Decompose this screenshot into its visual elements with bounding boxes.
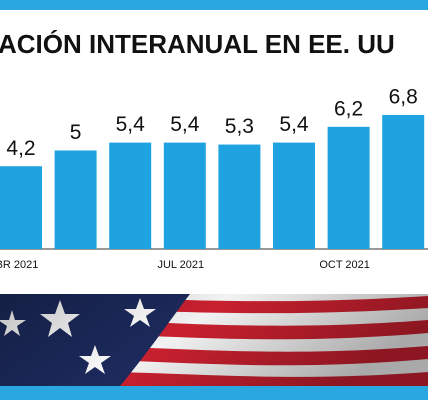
value-label: 4,2 xyxy=(6,137,35,160)
x-tick-label: OCT 2021 xyxy=(319,259,370,271)
bar xyxy=(382,115,425,249)
x-tick-label: JUL 2021 xyxy=(157,259,204,271)
value-label: 6,2 xyxy=(334,97,363,120)
value-label: 5,3 xyxy=(225,115,254,138)
x-tick-label: BR 2021 xyxy=(0,259,38,271)
value-label: 5,4 xyxy=(279,113,309,136)
value-label: 6,8 xyxy=(389,86,418,109)
value-label: 5 xyxy=(70,121,82,144)
bottom-band xyxy=(0,386,428,400)
chart-title: ACIÓN INTERANUAL EN EE. UU xyxy=(0,29,395,59)
bar xyxy=(273,142,315,249)
bar xyxy=(0,166,42,249)
top-band xyxy=(0,0,428,10)
bar xyxy=(109,142,152,249)
bar xyxy=(163,142,206,249)
bar xyxy=(327,126,370,249)
bar xyxy=(54,150,97,249)
bar xyxy=(218,144,261,249)
value-label: 5,4 xyxy=(116,113,146,136)
value-label: 5,4 xyxy=(170,113,200,136)
flag xyxy=(0,294,428,386)
